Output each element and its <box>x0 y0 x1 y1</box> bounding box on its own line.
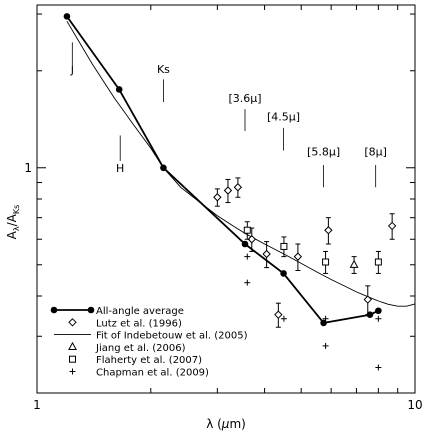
all-angle-average-point <box>241 240 249 248</box>
lutz-et-al-1996-point <box>293 252 303 261</box>
x-axis-label-part-1: λ ( <box>206 417 222 431</box>
flaherty-et-al-2007-point <box>243 226 251 234</box>
all-angle-average-point <box>115 86 123 93</box>
chapman-et-al-2009-point <box>375 315 382 322</box>
legend-swatch-point <box>87 306 95 314</box>
jiang-et-al-2006-point <box>349 259 359 268</box>
x-tick-label: 10 <box>407 398 422 412</box>
x-axis-label-mu: μ <box>221 417 230 431</box>
legend-label: Lutz et al. (1996) <box>96 318 182 329</box>
chapman-et-al-2009-point <box>280 315 287 322</box>
legend-item-chapman-et-al-2009: Chapman et al. (2009) <box>69 368 209 379</box>
legend-label: Jiang et al. (2006) <box>95 343 186 354</box>
x-axis-label: λ (μm) <box>206 417 246 431</box>
band-marker-label: H <box>116 162 124 175</box>
all-angle-average-point <box>160 164 167 172</box>
band-marker-label: [8μ] <box>364 146 387 159</box>
band-marker-label: [3.6μ] <box>228 92 261 105</box>
legend-label: Flaherty et al. (2007) <box>96 355 202 366</box>
legend-swatch-marker <box>68 318 77 327</box>
series-all-angle-average-line <box>66 15 379 324</box>
y-axis-label-slash: /A <box>5 213 19 226</box>
y-axis-label: Aλ/AKs <box>5 205 21 240</box>
lutz-et-al-1996-point <box>387 221 397 231</box>
x-tick-label: 1 <box>33 398 41 412</box>
flaherty-et-al-2007-point <box>322 258 330 266</box>
legend-swatch-marker <box>69 355 76 363</box>
band-marker-label: [5.8μ] <box>307 146 340 159</box>
y-axis-label-main: A <box>5 230 19 239</box>
legend-label: All-angle average <box>96 306 184 317</box>
y-axis-label-sub1: λ <box>12 226 21 231</box>
band-marker-label: J <box>70 64 74 77</box>
chapman-et-al-2009-point <box>322 315 329 322</box>
legend-swatch-point <box>50 306 58 314</box>
legend-item-flaherty-et-al-2007: Flaherty et al. (2007) <box>69 355 202 366</box>
lutz-et-al-1996-point <box>363 295 372 304</box>
lutz-et-al-1996-point <box>223 186 233 195</box>
legend-item-lutz-et-al-1996: Lutz et al. (1996) <box>68 318 182 329</box>
legend-item-jiang-et-al-2006: Jiang et al. (2006) <box>68 341 186 354</box>
all-angle-average-point <box>280 270 287 277</box>
all-angle-average-point <box>375 307 382 315</box>
legend-item-fit-of-indebetouw-et-al-2005: Fit of Indebetouw et al. (2005) <box>54 331 248 342</box>
x-axis-label-part-3: m) <box>229 417 245 431</box>
lutz-et-al-1996-point <box>247 235 256 244</box>
lutz-et-al-1996-point <box>233 183 243 192</box>
flaherty-et-al-2007-point <box>280 242 288 250</box>
y-axis-label-sub2: Ks <box>12 205 21 214</box>
band-marker-label: [4.5μ] <box>267 111 300 124</box>
chapman-et-al-2009-point <box>244 279 251 286</box>
chapman-et-al-2009-point <box>322 342 329 349</box>
chapman-et-al-2009-point <box>244 253 251 260</box>
y-tick-label: 1 <box>24 161 32 175</box>
legend-label: Fit of Indebetouw et al. (2005) <box>96 331 248 342</box>
legend-item-all-angle-average: All-angle average <box>50 306 184 317</box>
lutz-et-al-1996-point <box>262 249 271 259</box>
band-marker-label: Ks <box>157 63 170 76</box>
lutz-et-al-1996-point <box>274 310 283 319</box>
legend-swatch-marker <box>69 368 76 375</box>
chapman-et-al-2009-point <box>375 364 382 371</box>
legend-swatch-marker <box>68 341 77 350</box>
series-indebetouw-fit-line <box>66 20 416 307</box>
flaherty-et-al-2007-point <box>374 258 382 266</box>
all-angle-average-point <box>63 13 71 20</box>
legend-label: Chapman et al. (2009) <box>96 368 209 379</box>
lutz-et-al-1996-point <box>213 193 222 202</box>
lutz-et-al-1996-point <box>324 226 333 235</box>
